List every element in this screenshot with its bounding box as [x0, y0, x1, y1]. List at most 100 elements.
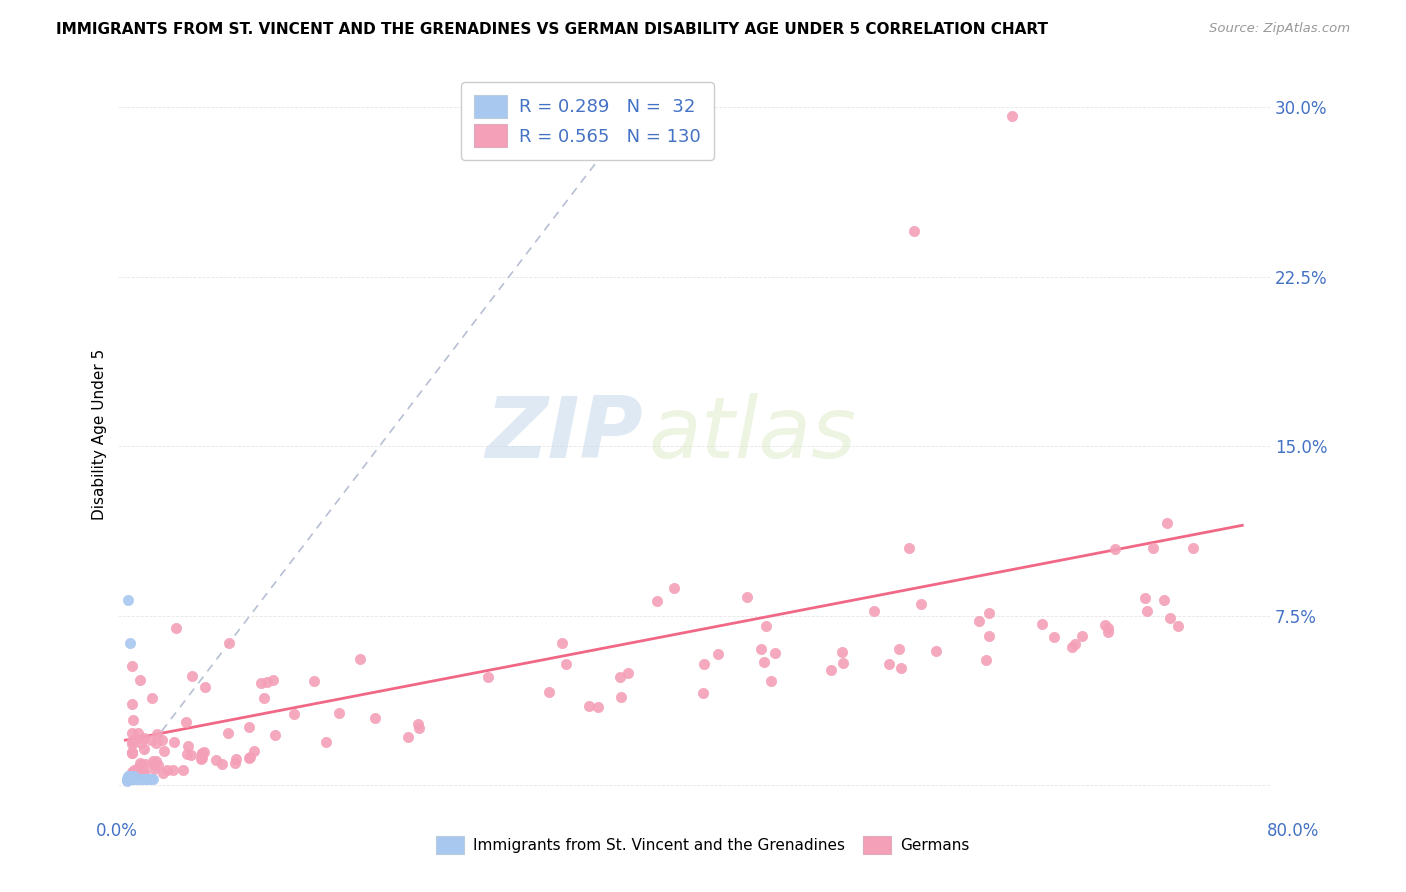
Point — [115, 772, 138, 786]
Point — [1133, 591, 1156, 605]
Point — [256, 674, 278, 689]
Point — [174, 714, 197, 729]
Point — [131, 764, 153, 779]
Point — [131, 758, 153, 772]
Point — [135, 772, 157, 786]
Point — [243, 744, 266, 758]
Point — [396, 730, 419, 744]
Text: Source: ZipAtlas.com: Source: ZipAtlas.com — [1209, 22, 1350, 36]
Point — [121, 733, 143, 747]
Point — [150, 732, 173, 747]
Point — [143, 756, 166, 771]
Point — [749, 641, 772, 656]
Point — [121, 772, 143, 786]
Point — [693, 657, 716, 671]
Point — [117, 772, 139, 786]
Text: IMMIGRANTS FROM ST. VINCENT AND THE GRENADINES VS GERMAN DISABILITY AGE UNDER 5 : IMMIGRANTS FROM ST. VINCENT AND THE GREN… — [56, 22, 1049, 37]
Point — [121, 764, 143, 779]
Point — [477, 670, 499, 684]
Point — [363, 711, 385, 725]
Point — [163, 734, 186, 748]
Point — [969, 614, 991, 628]
Point — [127, 761, 149, 775]
Text: atlas: atlas — [648, 393, 856, 476]
Point — [118, 772, 141, 786]
Point — [139, 772, 162, 786]
Point — [142, 754, 165, 768]
Point — [172, 763, 194, 777]
Text: 80.0%: 80.0% — [1267, 822, 1319, 840]
Point — [763, 646, 786, 660]
Point — [238, 720, 260, 734]
Point — [349, 651, 371, 665]
Point — [910, 597, 932, 611]
Point — [925, 644, 948, 658]
Point — [752, 655, 775, 669]
Point — [128, 772, 150, 786]
Point — [890, 661, 912, 675]
Point — [121, 726, 143, 740]
Point — [132, 772, 155, 786]
Point — [610, 690, 633, 705]
Point — [180, 669, 202, 683]
Point — [124, 772, 146, 786]
Point — [616, 666, 638, 681]
Point — [761, 673, 783, 688]
Point — [250, 675, 273, 690]
Point — [128, 756, 150, 771]
Point — [120, 772, 142, 786]
Point — [238, 751, 260, 765]
Point — [131, 772, 153, 786]
Point — [283, 707, 305, 722]
Point — [162, 764, 184, 778]
Point — [264, 728, 287, 742]
Point — [1153, 593, 1175, 607]
Point — [692, 686, 714, 700]
Point — [121, 772, 143, 786]
Point — [831, 645, 853, 659]
Point — [831, 656, 853, 670]
Point — [328, 706, 350, 720]
Point — [1104, 541, 1126, 556]
Point — [217, 726, 239, 740]
Point — [1064, 638, 1087, 652]
Point — [120, 769, 142, 783]
Point — [165, 621, 187, 635]
Point — [122, 713, 145, 727]
Point — [132, 766, 155, 780]
Point — [127, 726, 149, 740]
Point — [125, 764, 148, 779]
Point — [755, 619, 778, 633]
Point — [121, 697, 143, 711]
Point — [863, 604, 886, 618]
Point — [121, 659, 143, 673]
Point — [979, 606, 1001, 620]
Point — [180, 747, 202, 762]
Point — [820, 663, 842, 677]
Point — [125, 731, 148, 746]
Point — [302, 674, 325, 689]
Point — [977, 629, 1000, 643]
Point — [976, 652, 998, 666]
Point — [134, 756, 156, 771]
Point — [125, 772, 148, 786]
Point — [1142, 541, 1164, 555]
Point — [190, 752, 212, 766]
Point — [191, 747, 214, 761]
Point — [551, 636, 574, 650]
Point — [1159, 611, 1181, 625]
Point — [1136, 604, 1159, 618]
Point — [1182, 541, 1205, 555]
Point — [239, 750, 262, 764]
Point — [141, 690, 163, 705]
Point — [645, 594, 668, 608]
Point — [129, 735, 152, 749]
Point — [121, 747, 143, 761]
Point — [1097, 624, 1119, 639]
Point — [176, 747, 198, 761]
Point — [118, 769, 141, 783]
Text: ZIP: ZIP — [485, 393, 643, 476]
Point — [118, 636, 141, 650]
Point — [121, 772, 143, 786]
Point — [124, 772, 146, 786]
